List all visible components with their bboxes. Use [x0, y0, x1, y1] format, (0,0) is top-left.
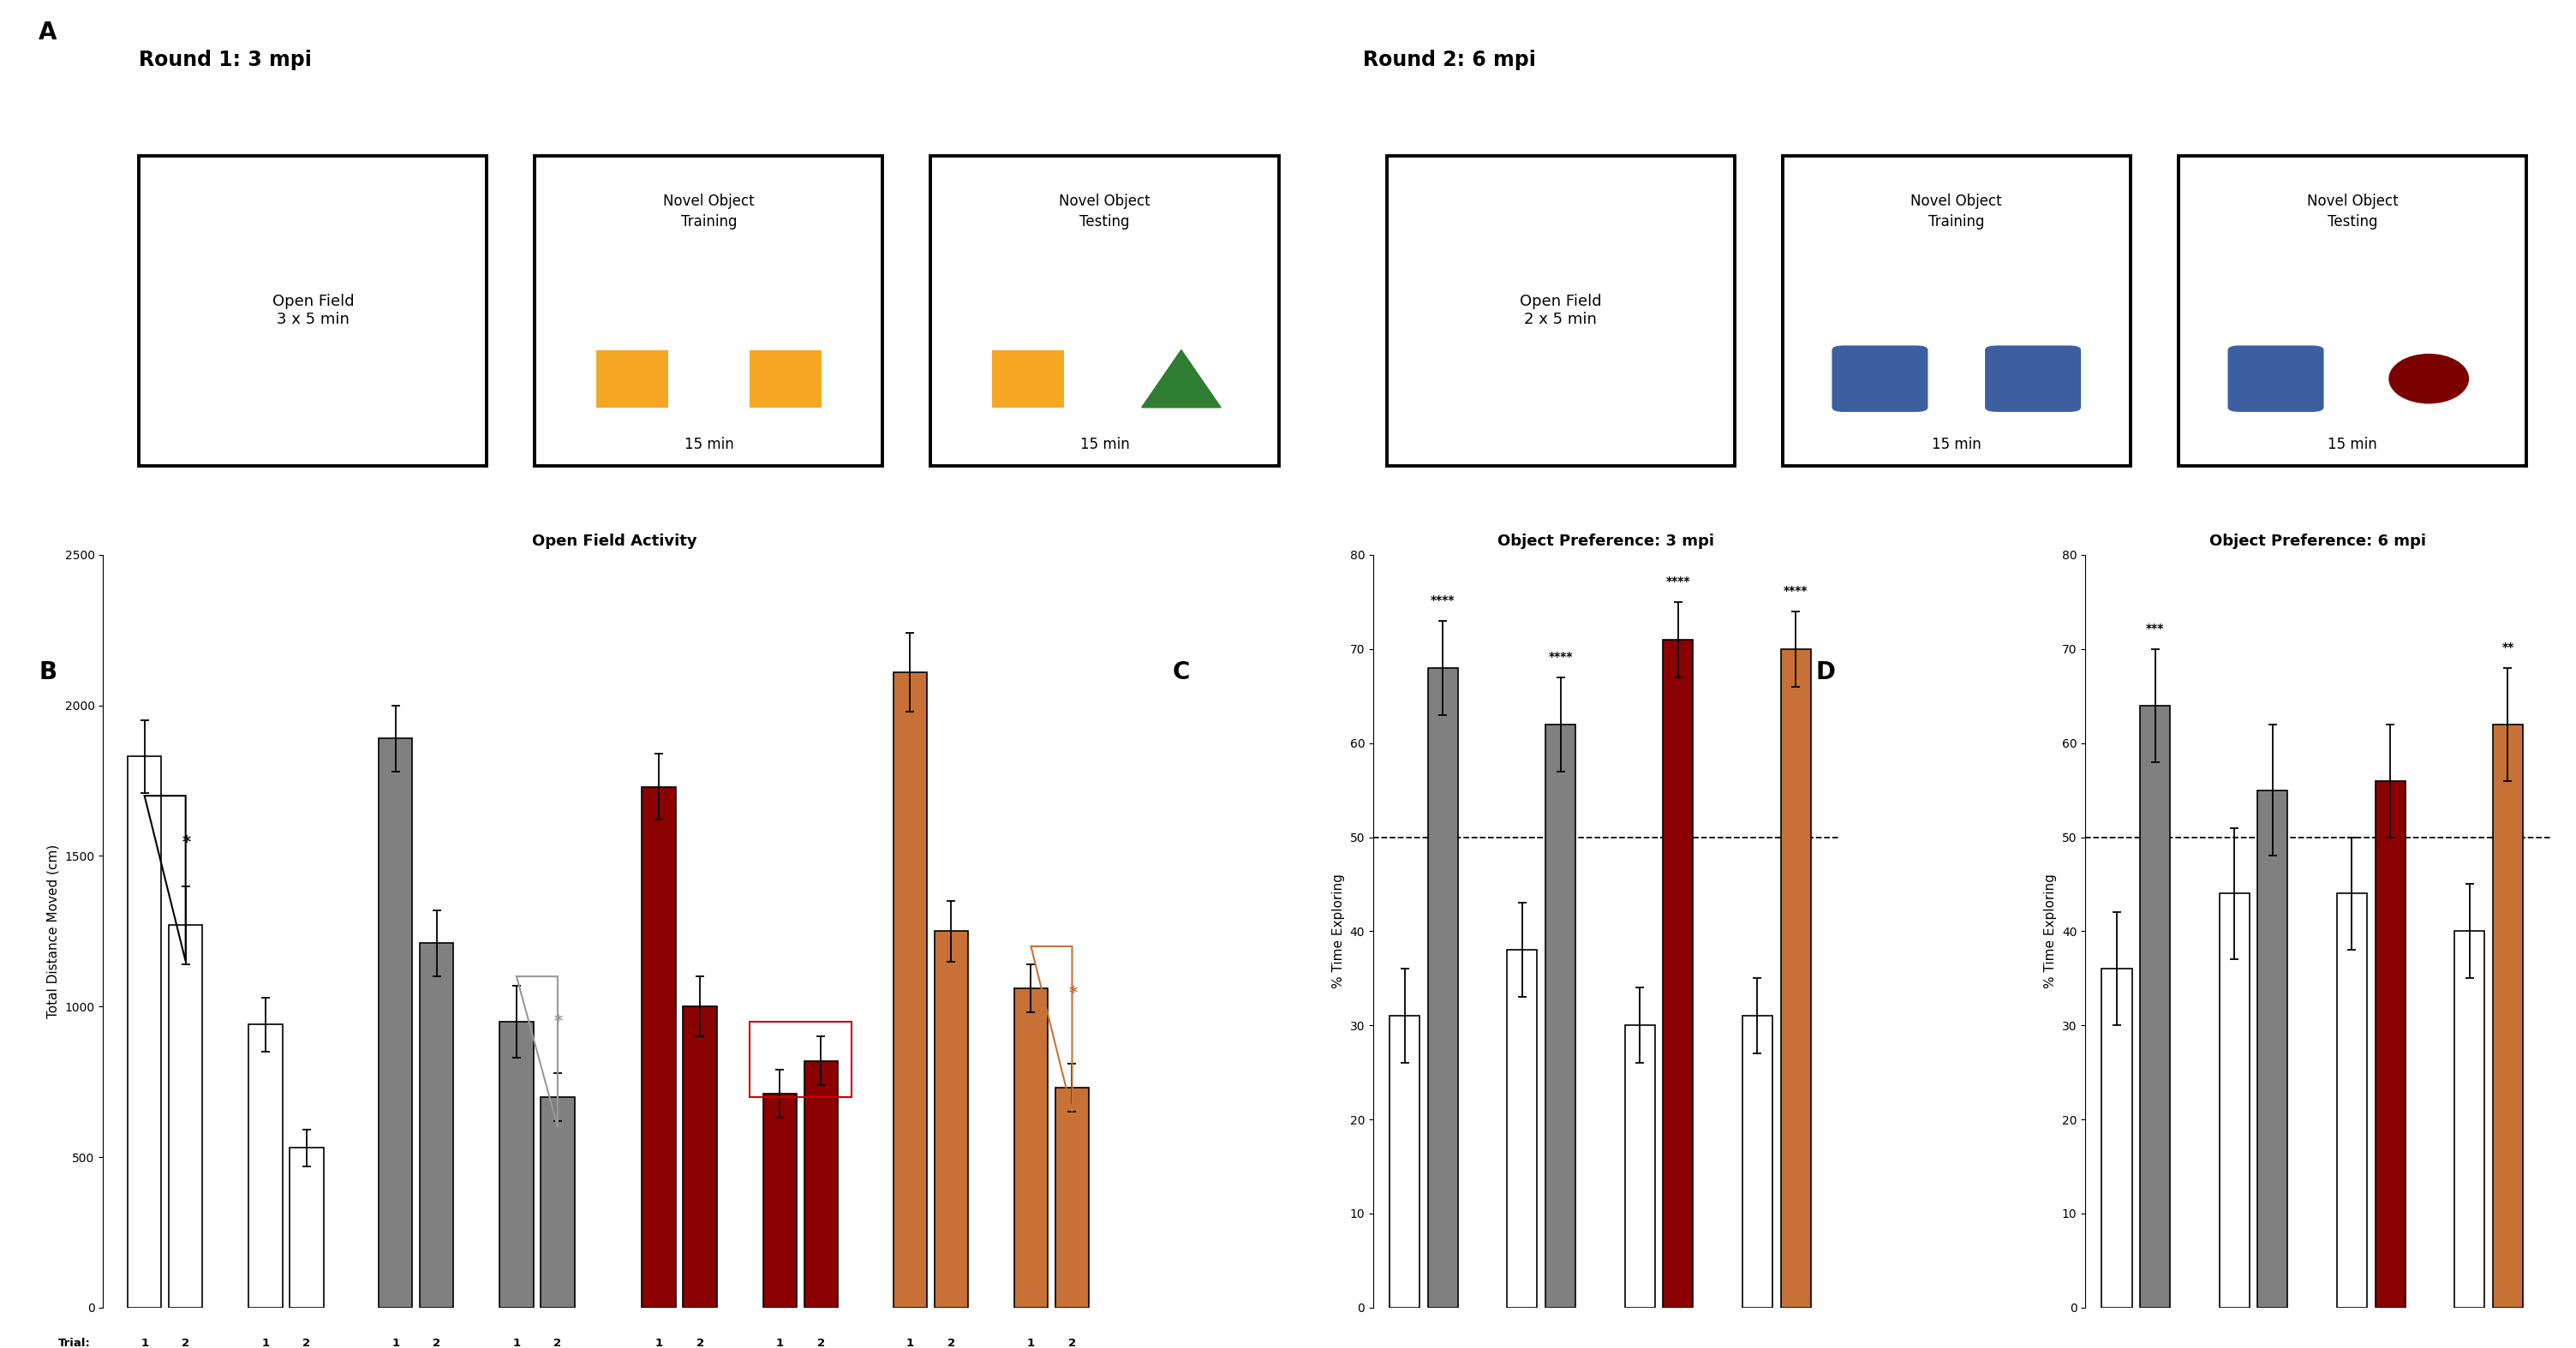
Bar	[289, 1148, 325, 1308]
Bar	[2257, 790, 2287, 1308]
Text: 15 min: 15 min	[2329, 437, 2378, 452]
Text: **: **	[2501, 642, 2514, 654]
Bar	[1664, 639, 1692, 1308]
Bar	[2141, 705, 2169, 1308]
FancyBboxPatch shape	[992, 350, 1064, 407]
Title: Open Field Activity: Open Field Activity	[531, 534, 698, 549]
Text: *: *	[183, 834, 191, 851]
Ellipse shape	[2391, 355, 2468, 403]
Text: 15 min: 15 min	[1932, 437, 1981, 452]
Y-axis label: Total Distance Moved (cm): Total Distance Moved (cm)	[46, 844, 59, 1018]
Text: Novel Object
Testing: Novel Object Testing	[2306, 194, 2398, 229]
Text: 2: 2	[948, 1337, 956, 1348]
FancyBboxPatch shape	[595, 350, 667, 407]
Bar	[1015, 988, 1048, 1308]
Text: 1: 1	[142, 1337, 149, 1348]
Text: 2: 2	[1069, 1337, 1077, 1348]
Text: Novel Object
Training: Novel Object Training	[662, 194, 755, 229]
Y-axis label: % Time Exploring: % Time Exploring	[1332, 874, 1345, 988]
Text: C: C	[1172, 661, 1190, 685]
Bar	[541, 1097, 574, 1308]
Bar	[2336, 894, 2367, 1308]
Polygon shape	[1141, 350, 1221, 407]
Title: Object Preference: 6 mpi: Object Preference: 6 mpi	[2210, 534, 2427, 549]
Bar	[762, 1093, 796, 1308]
Bar	[1388, 1016, 1419, 1308]
Text: 2: 2	[183, 1337, 191, 1348]
Bar	[683, 1007, 716, 1308]
Text: Novel Object
Testing: Novel Object Testing	[1059, 194, 1151, 229]
Text: Open Field
2 x 5 min: Open Field 2 x 5 min	[1520, 294, 1602, 328]
Bar	[247, 1024, 283, 1308]
Text: 1: 1	[263, 1337, 270, 1348]
Bar	[500, 1022, 533, 1308]
Text: D: D	[1816, 661, 1837, 685]
Text: 1: 1	[1028, 1337, 1036, 1348]
Bar	[2375, 780, 2406, 1308]
Bar	[1427, 667, 1458, 1308]
Bar	[129, 756, 162, 1308]
Bar	[1780, 648, 1811, 1308]
FancyBboxPatch shape	[139, 155, 487, 465]
Text: Round 1: 3 mpi: Round 1: 3 mpi	[139, 50, 312, 70]
FancyBboxPatch shape	[1986, 345, 2081, 412]
Bar	[1546, 724, 1577, 1308]
Bar	[420, 944, 453, 1308]
Text: 2: 2	[554, 1337, 562, 1348]
Bar	[2455, 931, 2486, 1308]
Bar	[1507, 950, 1538, 1308]
Text: 15 min: 15 min	[1079, 437, 1128, 452]
FancyBboxPatch shape	[930, 155, 1278, 465]
Text: ****: ****	[1667, 576, 1690, 588]
Text: Novel Object
Training: Novel Object Training	[1911, 194, 2002, 229]
Text: 2: 2	[433, 1337, 440, 1348]
Title: Object Preference: 3 mpi: Object Preference: 3 mpi	[1497, 534, 1713, 549]
Text: 1: 1	[392, 1337, 399, 1348]
Bar	[1625, 1026, 1654, 1308]
Text: 1: 1	[513, 1337, 520, 1348]
FancyBboxPatch shape	[2179, 155, 2527, 465]
Text: Trial:: Trial:	[59, 1337, 90, 1348]
Text: ***: ***	[2146, 623, 2164, 635]
Text: 2: 2	[696, 1337, 703, 1348]
Text: 15 min: 15 min	[685, 437, 734, 452]
Text: ****: ****	[1783, 585, 1808, 597]
Bar	[2102, 969, 2133, 1308]
Bar	[935, 931, 969, 1308]
Text: 1: 1	[907, 1337, 914, 1348]
Text: ****: ****	[1548, 651, 1574, 663]
Text: ****: ****	[1430, 594, 1455, 607]
Text: A: A	[39, 20, 57, 44]
Text: Round 2: 6 mpi: Round 2: 6 mpi	[1363, 50, 1535, 70]
Text: 2: 2	[817, 1337, 824, 1348]
FancyBboxPatch shape	[1783, 155, 2130, 465]
Text: Open Field
3 x 5 min: Open Field 3 x 5 min	[273, 294, 353, 328]
Bar	[804, 1061, 837, 1308]
Text: B: B	[39, 661, 57, 685]
Bar	[1056, 1088, 1090, 1308]
Bar	[1741, 1016, 1772, 1308]
Bar	[167, 925, 204, 1308]
Text: 1: 1	[775, 1337, 783, 1348]
Bar	[2494, 724, 2522, 1308]
Y-axis label: % Time Exploring: % Time Exploring	[2045, 874, 2058, 988]
Bar	[2221, 894, 2249, 1308]
FancyBboxPatch shape	[750, 350, 822, 407]
Text: 2: 2	[301, 1337, 312, 1348]
FancyBboxPatch shape	[1832, 345, 1927, 412]
FancyBboxPatch shape	[1386, 155, 1734, 465]
Bar	[641, 787, 675, 1308]
Bar	[750, 1022, 853, 1097]
Text: *: *	[1069, 985, 1077, 1002]
Bar	[379, 739, 412, 1308]
FancyBboxPatch shape	[2228, 345, 2324, 412]
Text: 1: 1	[654, 1337, 662, 1348]
FancyBboxPatch shape	[536, 155, 884, 465]
Text: *: *	[554, 1014, 564, 1030]
Bar	[894, 673, 927, 1308]
